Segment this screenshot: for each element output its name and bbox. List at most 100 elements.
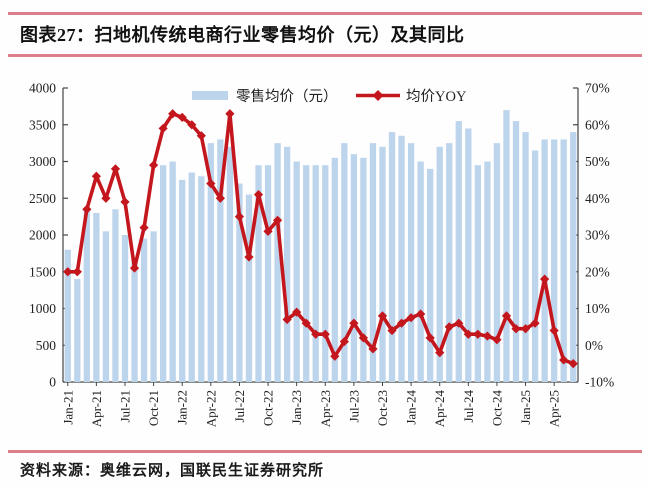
left-tick-label: 3000 [29, 154, 56, 169]
yoy-point [129, 263, 140, 273]
legend-line-label: 均价YOY [406, 88, 467, 105]
x-tick-label: Jan-25 [518, 390, 533, 425]
yoy-point [311, 329, 321, 339]
price-bar [503, 110, 510, 383]
price-bar [512, 121, 520, 382]
yoy-point [559, 355, 569, 365]
yoy-point [463, 329, 473, 339]
yoy-point [82, 204, 92, 214]
price-bar [531, 150, 539, 382]
price-bar [150, 231, 157, 382]
yoy-point [110, 164, 121, 174]
x-tick-label: Jul-21 [117, 390, 132, 423]
yoy-point [396, 318, 407, 328]
price-bar [226, 146, 234, 382]
yoy-point [72, 267, 82, 277]
yoy-point [530, 318, 540, 328]
source-note: 资料来源：奥维云网，国联民生证券研究所 [20, 463, 325, 479]
price-bar [360, 157, 367, 382]
left-tick-label: 3500 [29, 117, 56, 132]
chart-title: 图表27：扫地机传统电商行业零售均价（元）及其同比 [20, 25, 465, 45]
price-bar [188, 172, 195, 382]
price-bar [83, 209, 90, 382]
yoy-point [416, 309, 426, 319]
yoy-point [435, 348, 445, 358]
yoy-point [177, 112, 187, 122]
x-tick-label: Oct-22 [261, 390, 276, 426]
price-bar [236, 183, 243, 382]
price-bar [474, 165, 482, 382]
yoy-point [91, 171, 101, 181]
price-bar [522, 132, 529, 382]
yoy-point [101, 193, 111, 203]
yoy-point [158, 123, 168, 134]
yoy-point [282, 314, 292, 325]
yoy-point [358, 333, 369, 343]
yoy-point [215, 193, 225, 203]
yoy-point [187, 120, 197, 130]
yoy-point [196, 131, 206, 141]
yoy-point [63, 267, 73, 277]
price-bar [112, 209, 119, 382]
price-bar [255, 165, 262, 382]
price-bar [64, 249, 71, 382]
price-bar [493, 143, 501, 382]
yoy-point [568, 359, 578, 369]
price-bar [388, 132, 396, 382]
legend-bar-label: 零售均价（元） [236, 88, 338, 105]
price-bar [322, 165, 329, 382]
yoy-point [377, 311, 388, 321]
yoy-point [540, 274, 550, 284]
left-tick-label: 2000 [29, 228, 56, 243]
yoy-point [263, 226, 273, 236]
price-bar [245, 194, 253, 382]
price-bar [217, 139, 224, 382]
yoy-point [225, 109, 235, 119]
right-tick-label: 0% [585, 338, 603, 353]
price-bar [551, 139, 558, 382]
price-bar [379, 146, 386, 382]
price-bar [407, 143, 415, 382]
x-tick-label: Jan-21 [60, 390, 75, 425]
yoy-point [520, 324, 531, 334]
yoy-point [253, 189, 264, 200]
title-divider [8, 54, 642, 57]
price-bar [140, 238, 148, 382]
price-bar [455, 121, 462, 382]
x-tick-label: Jan-24 [404, 390, 419, 425]
right-tick-label: 70% [585, 81, 610, 96]
price-bar [331, 157, 338, 382]
price-bar [169, 161, 176, 382]
left-tick-label: 500 [36, 338, 57, 353]
x-tick-label: Apr-25 [547, 390, 562, 427]
price-bar [102, 231, 110, 382]
yoy-point [139, 223, 149, 233]
yoy-point [168, 109, 178, 119]
yoy-point [387, 325, 397, 336]
top-divider [8, 12, 642, 15]
price-bar [427, 168, 434, 382]
price-bar [303, 165, 310, 382]
yoy-point [149, 160, 159, 170]
yoy-point [492, 335, 502, 345]
price-bar [446, 143, 453, 382]
x-tick-label: Apr-22 [203, 390, 218, 427]
bottom-divider [8, 450, 642, 453]
yoy-point [206, 178, 216, 189]
price-bar [274, 143, 281, 382]
left-tick-label: 0 [49, 375, 56, 390]
price-bar [131, 257, 138, 382]
price-bar [179, 179, 186, 382]
yoy-point [406, 313, 416, 323]
x-tick-label: Oct-23 [375, 390, 390, 426]
yoy-point [234, 212, 245, 222]
price-bar [159, 165, 167, 382]
price-bar [398, 135, 405, 382]
yoy-point [482, 331, 492, 341]
price-bar [312, 165, 319, 382]
yoy-point [339, 336, 349, 347]
price-bar [417, 161, 424, 382]
legend: 零售均价（元） 均价YOY [192, 88, 467, 105]
price-bar [369, 143, 377, 382]
